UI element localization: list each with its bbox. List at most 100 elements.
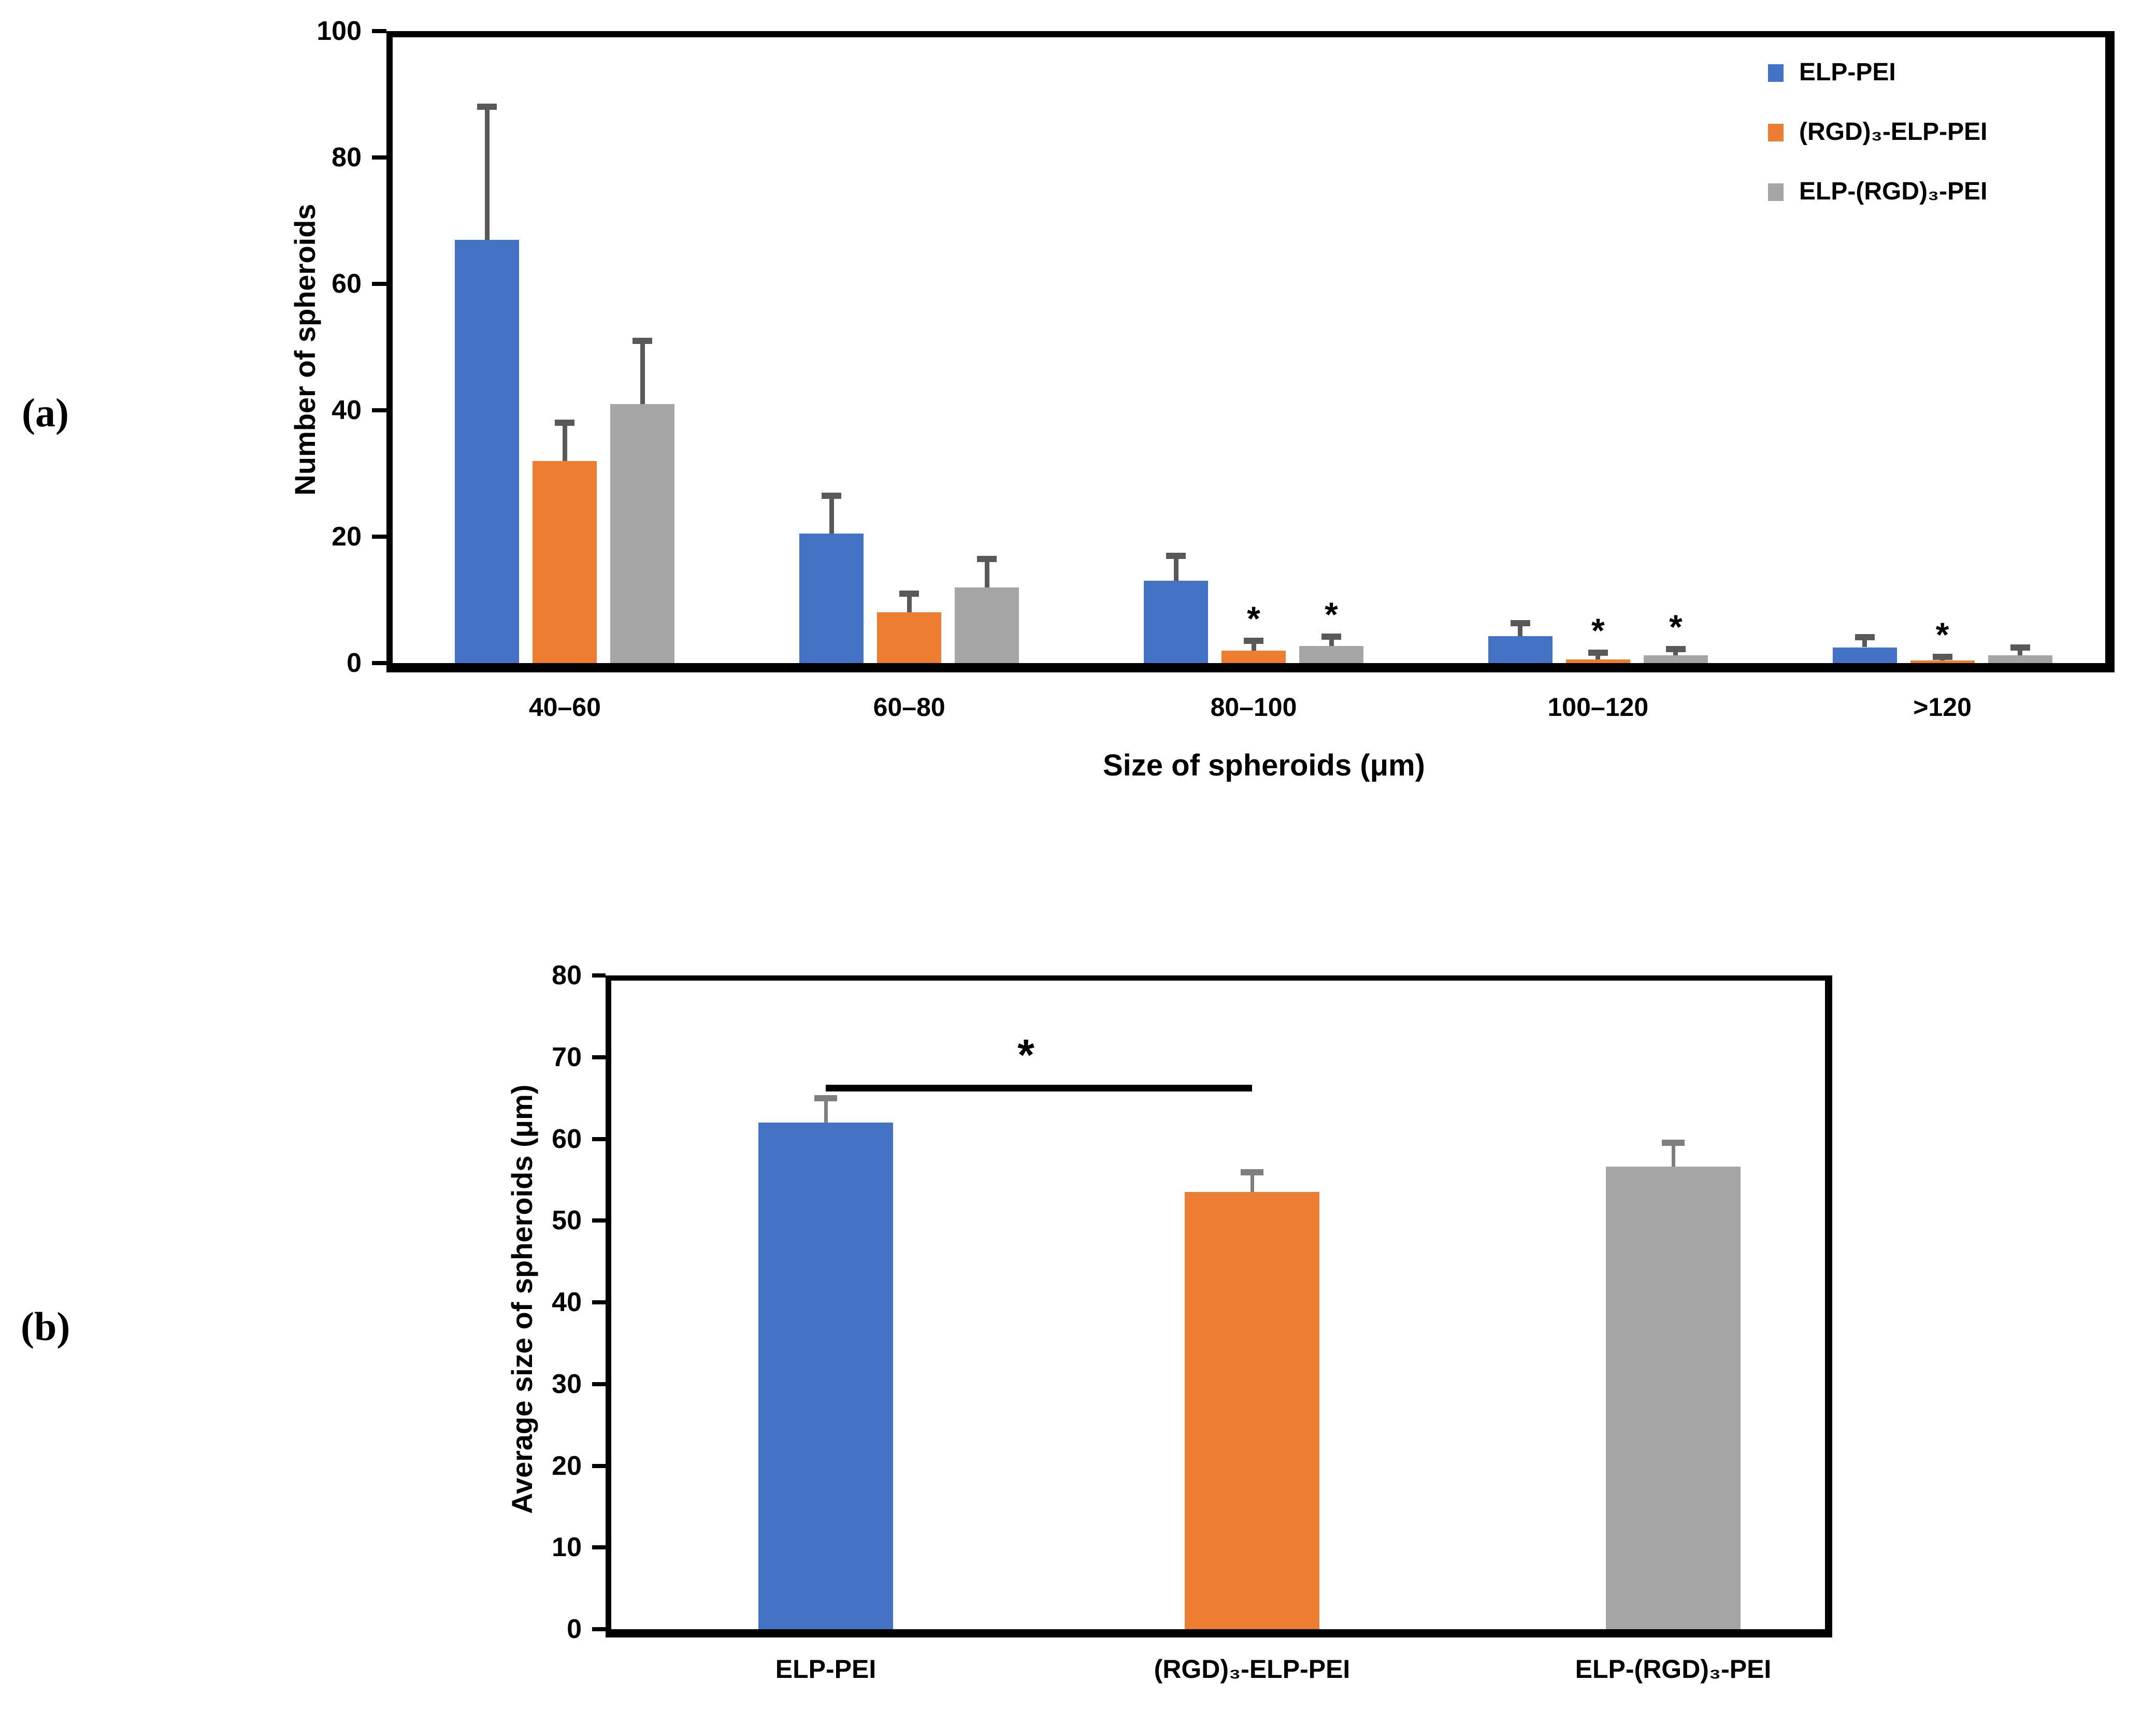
bar <box>799 533 864 663</box>
legend-label: ELP-(RGD)₃-PEI <box>1799 178 1988 205</box>
plot-border-top <box>393 31 2115 37</box>
error-bar-cap <box>1588 650 1608 656</box>
error-bar-cap <box>977 555 997 562</box>
error-bar-cap <box>555 420 575 426</box>
error-bar-line <box>1862 637 1867 648</box>
bar <box>533 461 597 663</box>
y-tick-label: 0 <box>347 648 362 678</box>
y-axis-line <box>606 975 611 1637</box>
bar <box>1643 655 1708 663</box>
y-tick <box>372 661 386 665</box>
error-bar-cap <box>1321 633 1341 640</box>
legend-swatch <box>1768 124 1784 141</box>
panel-a-label: (a) <box>22 390 69 435</box>
y-tick-label: 10 <box>552 1532 582 1563</box>
chart-a-x-axis-title: Size of spheroids (μm) <box>1103 749 1425 782</box>
error-bar-line <box>562 423 567 461</box>
error-bar-line <box>2018 647 2023 656</box>
y-tick-label: 20 <box>552 1450 582 1481</box>
category-label: (RGD)₃-ELP-PEI <box>1154 1655 1350 1684</box>
legend-item: ELP-(RGD)₃-PEI <box>1768 178 2131 243</box>
error-bar-line <box>640 340 645 404</box>
y-tick-label: 80 <box>552 960 582 990</box>
y-tick-label: 50 <box>552 1205 582 1236</box>
bar <box>877 612 942 663</box>
error-bar-line <box>1251 641 1256 651</box>
y-tick-label: 60 <box>332 269 362 299</box>
error-bar-cap <box>814 1095 837 1101</box>
y-tick <box>592 1545 606 1550</box>
error-bar-line <box>824 1098 828 1123</box>
error-bar-line <box>484 107 490 240</box>
bar <box>610 404 675 663</box>
category-label: >120 <box>1913 693 1972 722</box>
y-tick <box>592 973 606 978</box>
y-tick <box>372 29 386 33</box>
bar <box>1185 1192 1319 1629</box>
error-bar-line <box>1596 653 1601 659</box>
error-bar-line <box>984 558 989 587</box>
legend: ELP-PEI (RGD)₃-ELP-PEI ELP-(RGD)₃-PEI <box>1768 59 2131 243</box>
bar <box>1988 655 2052 663</box>
bar <box>1832 647 1897 663</box>
error-bar-line <box>1673 649 1678 656</box>
y-tick <box>592 1137 606 1141</box>
y-tick-label: 40 <box>332 395 362 425</box>
error-bar-line <box>1250 1172 1254 1192</box>
significance-asterisk: * <box>1935 615 1949 654</box>
y-tick-label: 70 <box>552 1042 582 1072</box>
significance-asterisk: * <box>1017 1030 1034 1080</box>
category-label: ELP-PEI <box>775 1655 876 1684</box>
y-tick-label: 0 <box>567 1614 582 1644</box>
chart-b-plot-area: 0 10 20 30 40 50 60 70 80 ELP-PEI (RGD)₃-ELP-PEI EL… <box>552 960 1832 1684</box>
error-bar-line <box>1173 555 1178 581</box>
error-bar-cap <box>1932 653 1952 660</box>
error-bar-cap <box>1166 552 1186 559</box>
chart-a-plot-area: 0 20 40 60 80 100 40–60 60–80 80–100 * * 100–120 * * >… <box>317 16 2115 722</box>
y-tick <box>592 1382 606 1386</box>
legend-swatch <box>1768 183 1784 201</box>
y-tick <box>372 535 386 539</box>
error-bar-cap <box>2010 644 2030 651</box>
x-axis-line <box>606 1629 1832 1637</box>
y-tick <box>592 1300 606 1304</box>
bar <box>1221 650 1286 663</box>
y-tick-label: 20 <box>332 522 362 552</box>
y-tick-label: 80 <box>332 142 362 173</box>
y-tick-label: 60 <box>552 1124 582 1154</box>
bar <box>1910 660 1975 663</box>
category-label: 100–120 <box>1547 693 1649 722</box>
legend-label: ELP-PEI <box>1799 59 1896 86</box>
y-tick <box>372 155 386 160</box>
legend-label: (RGD)₃-ELP-PEI <box>1799 118 1988 146</box>
y-tick <box>592 1218 606 1223</box>
y-tick <box>372 408 386 412</box>
bar <box>955 587 1019 663</box>
y-axis-line <box>386 31 393 672</box>
error-bar-cap <box>1665 646 1686 653</box>
y-tick <box>592 1627 606 1631</box>
bar <box>758 1122 893 1629</box>
legend-swatch <box>1768 64 1784 82</box>
error-bar-cap <box>1241 1169 1263 1176</box>
error-bar-cap <box>633 337 653 344</box>
legend-item: ELP-PEI <box>1768 59 2131 124</box>
significance-asterisk: * <box>1591 611 1605 650</box>
error-bar-cap <box>477 104 497 110</box>
error-bar-cap <box>1855 634 1875 640</box>
error-bar-line <box>829 495 834 534</box>
error-bar-line <box>1518 623 1523 636</box>
panel-b-label: (b) <box>21 1304 70 1349</box>
y-tick <box>592 1463 606 1468</box>
bar <box>1144 581 1208 663</box>
bar <box>1488 636 1553 663</box>
x-axis-line <box>386 663 2115 672</box>
legend-item: (RGD)₃-ELP-PEI <box>1768 118 2131 183</box>
category-label: 80–100 <box>1210 693 1297 722</box>
significance-asterisk: * <box>1669 608 1683 646</box>
significance-line <box>826 1085 1252 1092</box>
plot-border-right <box>1825 975 1832 1637</box>
error-bar-cap <box>1510 620 1530 627</box>
y-tick-label: 100 <box>317 16 362 46</box>
